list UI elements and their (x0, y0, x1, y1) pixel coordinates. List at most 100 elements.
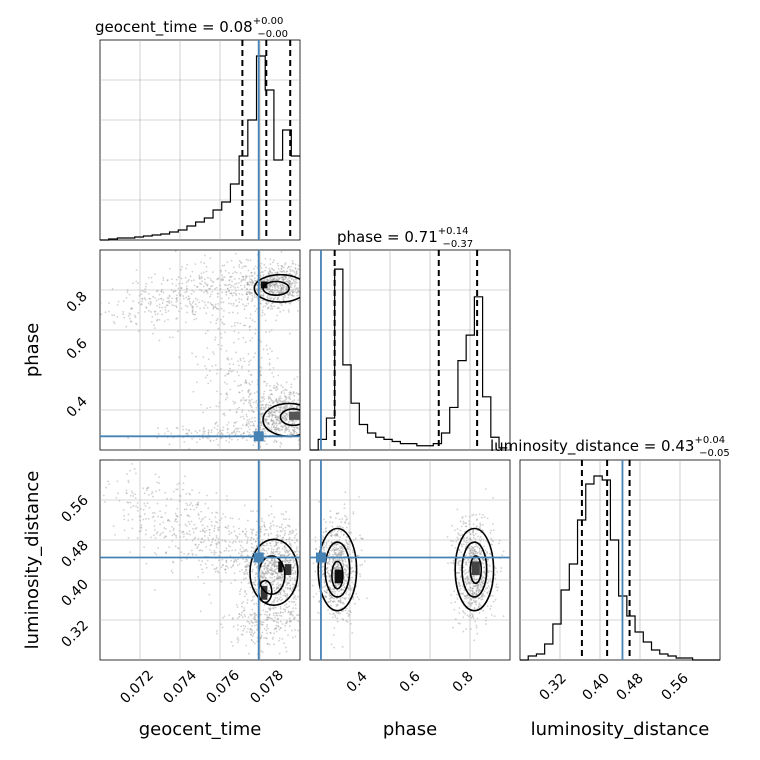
scatter-point (316, 398, 318, 400)
scatter-point (273, 620, 276, 623)
scatter-point (294, 267, 297, 269)
scatter-point (247, 421, 250, 423)
scatter-point (288, 605, 291, 608)
scatter-point (335, 566, 338, 568)
scatter-point (360, 549, 363, 552)
scatter-point (220, 551, 222, 554)
scatter-point (131, 462, 133, 465)
scatter-point (242, 265, 245, 268)
scatter-point (336, 620, 339, 623)
scatter-point (483, 566, 486, 569)
scatter-point (244, 265, 246, 267)
scatter-point (268, 330, 271, 333)
scatter-point (284, 646, 287, 649)
scatter-point (217, 277, 219, 280)
scatter-point (194, 310, 197, 313)
scatter-point (345, 579, 348, 582)
scatter-point (328, 594, 331, 597)
scatter-point (267, 567, 269, 570)
scatter-point (306, 286, 308, 288)
scatter-point (221, 558, 224, 561)
scatter-point (289, 530, 292, 533)
scatter-point (276, 618, 279, 621)
scatter-point (227, 297, 230, 300)
scatter-point (281, 559, 284, 562)
scatter-point (279, 593, 282, 596)
scatter-point (249, 400, 252, 403)
scatter-point (280, 287, 283, 290)
scatter-point (176, 488, 179, 491)
scatter-point (308, 294, 310, 296)
scatter-point (155, 490, 157, 493)
scatter-point (244, 615, 247, 618)
scatter-point (273, 589, 276, 592)
scatter-point (190, 292, 193, 295)
scatter-point (252, 430, 254, 433)
scatter-point (271, 583, 274, 586)
scatter-point (293, 420, 295, 423)
scatter-point (233, 572, 236, 575)
scatter-point (336, 548, 339, 550)
scatter-point (134, 493, 137, 496)
scatter-point (159, 310, 162, 312)
scatter-point (304, 271, 306, 273)
scatter-point (243, 399, 246, 401)
scatter-point (283, 559, 286, 562)
scatter-point (475, 526, 478, 529)
scatter-point (269, 284, 272, 287)
scatter-point (279, 576, 281, 579)
scatter-points (311, 488, 505, 649)
scatter-point (336, 589, 339, 592)
scatter-point (298, 294, 300, 296)
scatter-point (269, 632, 272, 635)
scatter-point (323, 581, 326, 584)
scatter-point (221, 626, 224, 629)
scatter-point (359, 573, 361, 575)
scatter-point (293, 579, 296, 582)
scatter-point (291, 423, 294, 425)
scatter-point (472, 523, 475, 526)
scatter-point (470, 539, 473, 542)
scatter-point (339, 554, 342, 557)
scatter-point (316, 292, 318, 294)
scatter-point (268, 572, 270, 574)
scatter-point (263, 575, 266, 578)
scatter-point (132, 282, 135, 285)
scatter-point (251, 608, 254, 611)
scatter-point (261, 311, 264, 314)
scatter-point (219, 429, 222, 432)
scatter-point (302, 404, 304, 406)
scatter-point (269, 412, 272, 415)
scatter-point (244, 379, 247, 382)
scatter-point (475, 585, 478, 587)
scatter-point (246, 291, 248, 293)
scatter-point (259, 637, 262, 640)
scatter-point (472, 546, 475, 549)
scatter-point (336, 565, 339, 568)
scatter-point (161, 302, 164, 304)
scatter-point (469, 582, 472, 585)
scatter-point (228, 370, 230, 372)
scatter-point (352, 586, 354, 589)
scatter-point (475, 589, 478, 592)
scatter-point (196, 502, 199, 505)
scatter-point (202, 426, 205, 429)
scatter-point (246, 554, 249, 557)
scatter-point (342, 619, 345, 621)
scatter-point (288, 409, 291, 412)
scatter-point (286, 415, 289, 418)
scatter-point (251, 591, 254, 594)
scatter-point (476, 586, 479, 589)
scatter-point (299, 586, 300, 587)
scatter-point (297, 290, 300, 293)
scatter-point (210, 520, 213, 523)
scatter-point (345, 519, 348, 521)
scatter-point (323, 580, 326, 583)
scatter-point (339, 536, 341, 539)
scatter-point (213, 306, 216, 309)
scatter-point (329, 586, 331, 589)
scatter-point (296, 291, 298, 294)
scatter-point (225, 565, 228, 568)
scatter-point (301, 561, 303, 563)
scatter-point (212, 304, 215, 307)
